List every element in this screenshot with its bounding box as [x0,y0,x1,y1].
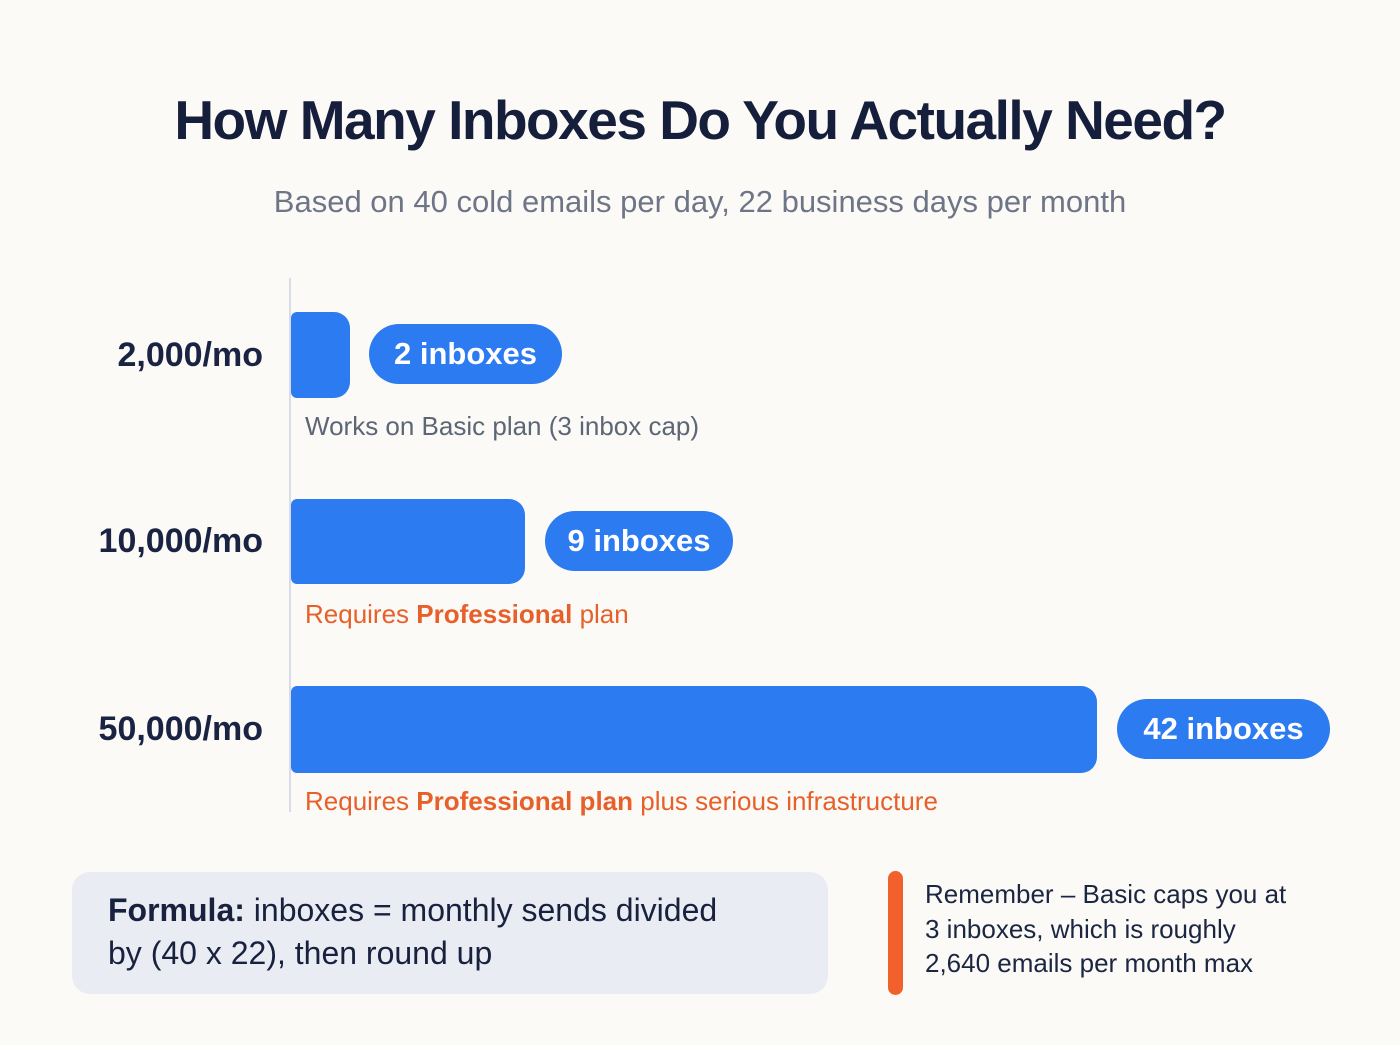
note-basic-plan: Works on Basic plan (3 inbox cap) [305,411,699,442]
bar-2000 [291,312,350,398]
page-title: How Many Inboxes Do You Actually Need? [174,89,1227,151]
badge-label: 9 inboxes [567,523,711,558]
reminder-line-3: 2,640 emails per month max [925,948,1254,978]
reminder-line-1: Remember – Basic caps you at [925,879,1287,909]
note-text: Works on Basic plan (3 inbox cap) [305,411,700,441]
badge-9-inboxes: 9 inboxes [545,511,733,571]
reminder-accent-rule [888,871,903,995]
note-text-bold: Professional [416,599,573,629]
note-professional-infrastructure: Requires Professional plan plus serious … [305,786,938,817]
badge-label: 42 inboxes [1143,711,1304,746]
reminder-line-2: 3 inboxes, which is roughly [925,913,1236,944]
bar-10000 [291,499,525,584]
category-label-10000: 10,000/mo [98,522,263,560]
chart-axis-line [289,278,291,812]
page-subtitle: Based on 40 cold emails per day, 22 busi… [273,184,1127,219]
category-label-2000: 2,000/mo [117,336,263,374]
bar-50000 [291,686,1097,773]
badge-label: 2 inboxes [394,336,537,371]
badge-2-inboxes: 2 inboxes [369,324,562,384]
note-professional-plan: Requires Professional plan [305,599,629,630]
formula-line2: by (40 x 22), then round up [108,935,493,971]
reminder-callout: Remember – Basic caps you at 3 inboxes, … [925,877,1355,981]
note-text-suffix: plus serious infrastructure [633,786,938,816]
formula-callout: Formula: inboxes = monthly sends divided… [72,872,828,994]
formula-heading: Formula: [108,892,245,928]
note-text-suffix: plan [572,599,629,629]
formula-line1: inboxes = monthly sends divided [244,892,718,928]
note-text: Requires [305,599,417,629]
category-label-50000: 50,000/mo [98,710,263,748]
note-text-bold: Professional plan [416,786,634,816]
badge-42-inboxes: 42 inboxes [1117,699,1330,759]
note-text: Requires [305,786,417,816]
